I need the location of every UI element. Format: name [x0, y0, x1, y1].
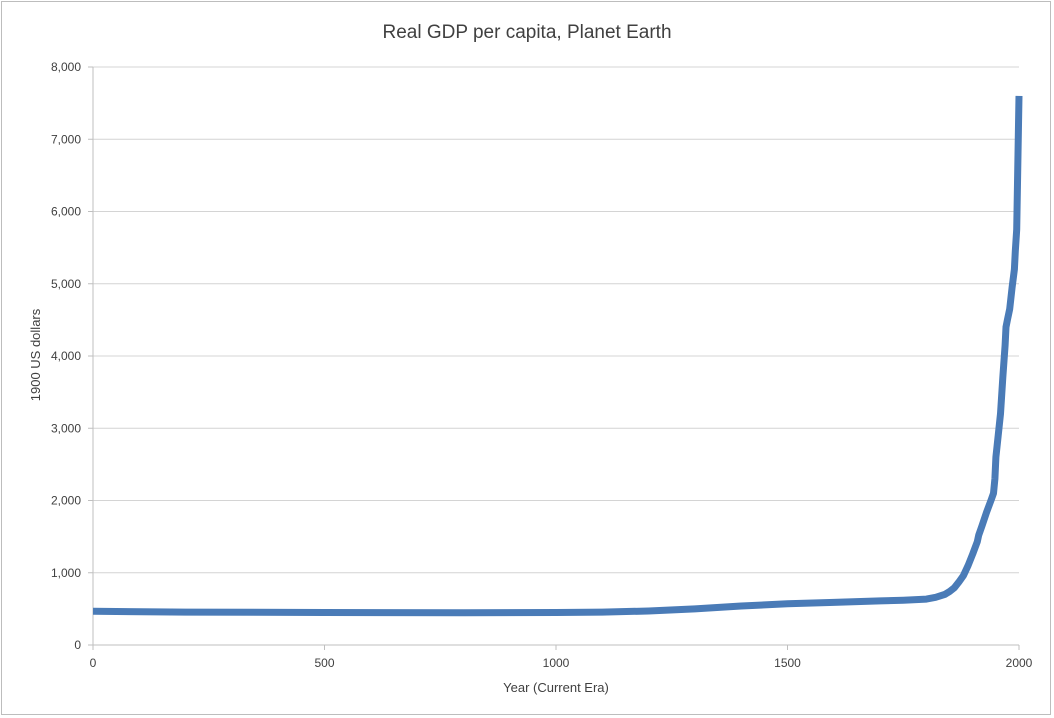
series-group: [92, 95, 1023, 617]
y-tick-label: 2,000: [51, 494, 81, 508]
x-axis-label: Year (Current Era): [503, 680, 609, 695]
y-tick-label: 7,000: [51, 132, 81, 146]
chart-title: Real GDP per capita, Planet Earth: [382, 22, 671, 43]
x-axis-ticks: 0 500 1000 1500 2000: [90, 645, 1033, 670]
y-tick-label: 5,000: [51, 277, 81, 291]
x-tick-label: 0: [90, 656, 97, 670]
gridlines: [93, 66, 1019, 574]
x-tick-label: 2000: [1006, 656, 1033, 670]
y-axis-ticks: 0 1,000 2,000 3,000 4,000 5,000 6,000 7,000 8,00…: [51, 60, 93, 652]
y-tick-label: 4,000: [51, 349, 81, 363]
y-axis-label: 1900 US dollars: [28, 308, 43, 401]
y-tick-label: 1,000: [51, 566, 81, 580]
y-tick-label: 8,000: [51, 60, 81, 74]
x-tick-label: 1000: [543, 656, 570, 670]
axes: [92, 67, 1019, 646]
x-tick-label: 500: [314, 656, 334, 670]
y-tick-label: 3,000: [51, 421, 81, 435]
y-tick-label: 6,000: [51, 205, 81, 219]
series-line: [92, 95, 1023, 617]
y-tick-label: 0: [74, 638, 81, 652]
x-tick-label: 1500: [774, 656, 801, 670]
